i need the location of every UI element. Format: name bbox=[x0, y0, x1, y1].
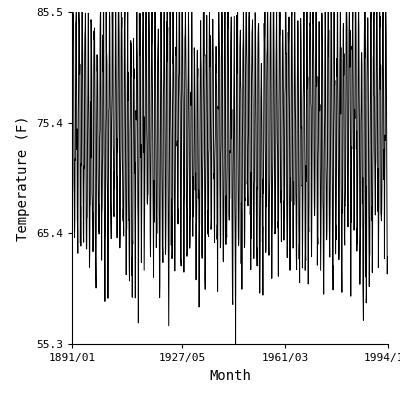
Y-axis label: Temperature (F): Temperature (F) bbox=[16, 115, 30, 241]
X-axis label: Month: Month bbox=[209, 368, 251, 382]
